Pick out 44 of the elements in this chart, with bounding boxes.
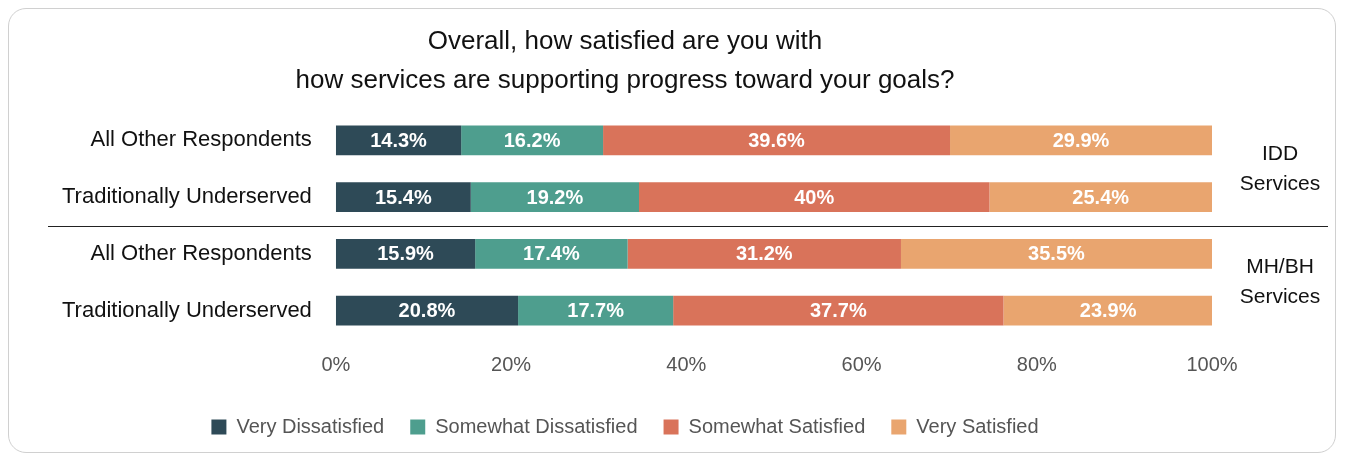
text: MH/BH Services	[1239, 254, 1321, 308]
bar	[475, 239, 628, 269]
bar	[470, 182, 639, 212]
y-tick-label: Traditionally Underserved	[61, 183, 312, 209]
data-label: 14.3%	[370, 128, 428, 151]
bar	[603, 125, 951, 156]
data-label: 16.2%	[503, 128, 561, 151]
data-label: 40%	[794, 185, 835, 208]
x-tick-label: 80%	[1016, 352, 1057, 375]
chart-title: Overall, how satisfied are you with how services are supporting progress toward your goals?	[295, 24, 955, 94]
data-label: 20.8%	[398, 299, 456, 322]
bar	[627, 239, 901, 269]
bar	[950, 125, 1212, 156]
legend-label: Very Satisfied	[916, 414, 1039, 437]
bar	[1003, 295, 1212, 326]
text: IDD Services	[1239, 140, 1321, 194]
legend-label: Somewhat Dissatisfied	[435, 414, 638, 437]
y-tick-label: Traditionally Underserved	[61, 296, 312, 322]
data-label: 15.9%	[377, 242, 435, 265]
y-tick-label: All Other Respondents	[90, 126, 312, 152]
bar	[900, 239, 1212, 269]
legend-label: Somewhat Satisfied	[688, 414, 866, 437]
x-tick-label: 100%	[1186, 352, 1238, 375]
x-tick-label: 0%	[321, 352, 351, 375]
data-label: 39.6%	[748, 128, 806, 151]
bar	[639, 182, 990, 212]
bar	[989, 182, 1212, 212]
bar	[673, 295, 1004, 326]
y-tick-label: All Other Respondents	[90, 239, 312, 265]
data-label: 23.9%	[1079, 299, 1137, 322]
data-label: 17.4%	[523, 242, 580, 265]
bar	[335, 182, 471, 212]
data-label: 35.5%	[1028, 242, 1086, 265]
x-tick-label: 20%	[491, 352, 532, 375]
data-label: 25.4%	[1072, 185, 1130, 208]
data-label: 19.2%	[526, 185, 584, 208]
data-label: 29.9%	[1052, 128, 1110, 151]
data-label: 31.2%	[735, 242, 793, 265]
x-tick-label: 40%	[666, 352, 707, 375]
legend-label: Very Dissatisfied	[236, 414, 385, 437]
data-label: 17.7%	[567, 299, 625, 322]
x-tick-label: 60%	[841, 352, 882, 375]
data-label: 37.7%	[809, 299, 867, 322]
data-label: 15.4%	[374, 185, 432, 208]
